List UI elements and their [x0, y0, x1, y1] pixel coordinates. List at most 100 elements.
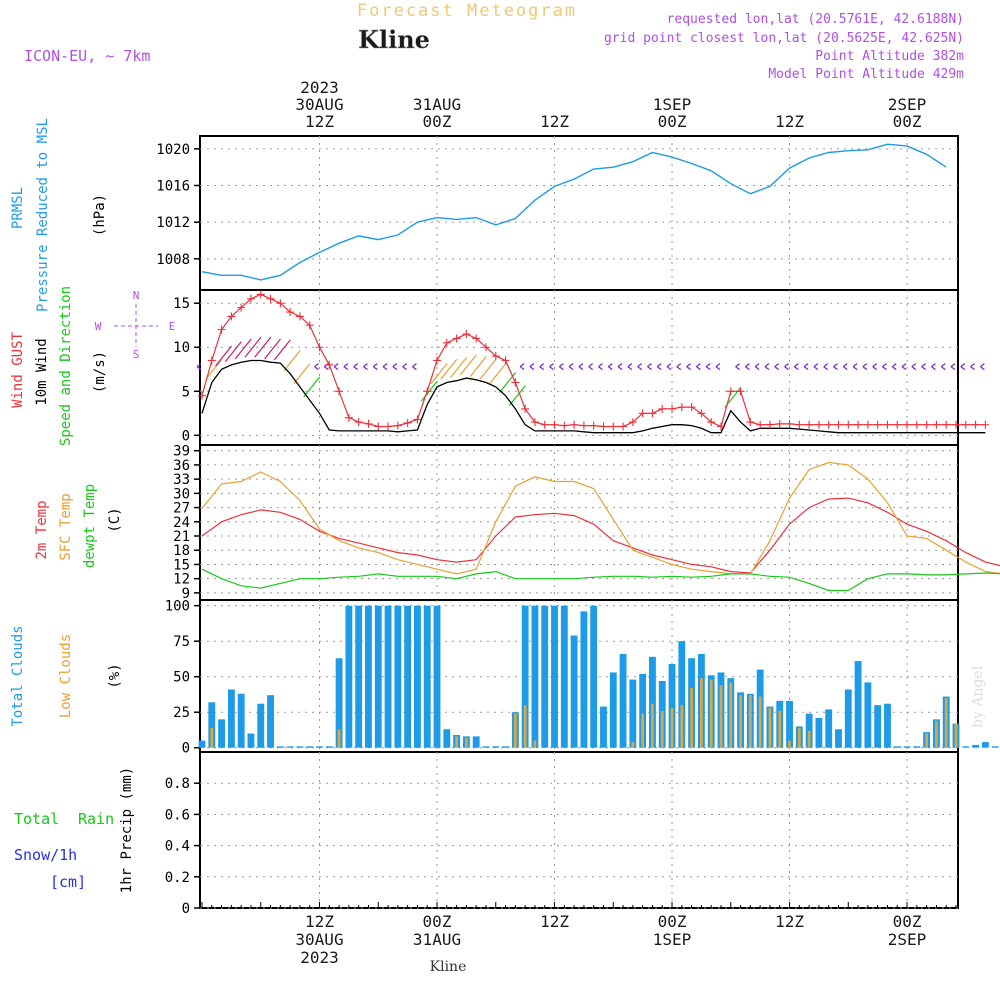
wind-ytick-label: 15: [173, 296, 190, 312]
clouds-panel: 0 25 50 75 100: [165, 599, 999, 757]
gust-marker: [403, 418, 412, 427]
pressure-side-labels: PRMSL Pressure Reduced to MSL (hPa): [10, 118, 108, 312]
t2m-label: 2m Temp: [34, 500, 50, 559]
wind-arrow: [921, 363, 927, 371]
cloud-unit: (%): [107, 663, 123, 688]
low-clouds-label: Low Clouds: [58, 634, 74, 718]
wind-arrow: [960, 363, 966, 371]
time-label-top: 00Z: [893, 112, 922, 131]
low-cloud-bar: [739, 695, 742, 748]
gust-marker: [873, 420, 882, 429]
wind-arrow: [353, 363, 359, 371]
total-cloud-bar: [374, 605, 382, 748]
clouds-ytick-label: 0: [182, 741, 190, 757]
wind-arrow: [813, 363, 819, 371]
total-cloud-bar: [404, 605, 412, 748]
total-cloud-bar: [218, 719, 226, 748]
wind-arrow: [283, 350, 301, 371]
gust-marker: [619, 422, 628, 431]
clouds-frame: [199, 599, 959, 753]
low-cloud-bar: [700, 678, 703, 748]
model-altitude: Model Point Altitude 429m: [768, 67, 964, 82]
pressure-label-1: PRMSL: [10, 187, 26, 229]
total-cloud-bar: [678, 641, 686, 748]
gust-marker: [697, 409, 706, 418]
total-cloud-bar: [619, 653, 627, 748]
time-label-top: 12Z: [305, 112, 334, 131]
wind-arrow: [539, 363, 545, 371]
wind-side-labels: Wind GUST 10m Wind Speed and Direction (…: [10, 286, 108, 446]
time-label-top: 12Z: [540, 112, 569, 131]
wind-arrow: [196, 363, 202, 371]
wind-arrow: [784, 363, 789, 371]
low-cloud-bar: [513, 713, 517, 748]
wind-arrow: [901, 363, 907, 371]
gust-marker: [707, 418, 716, 427]
wind-arrow: [372, 363, 378, 371]
total-cloud-bar: [531, 605, 539, 748]
gust-marker: [442, 338, 451, 347]
gust-marker: [648, 409, 657, 418]
total-cloud-bar: [521, 605, 529, 748]
total-cloud-bar: [384, 605, 392, 748]
pressure-ytick-label: 1012: [156, 215, 190, 231]
wind-arrow: [412, 363, 417, 371]
wind-arrow: [343, 363, 349, 371]
total-cloud-bar: [590, 605, 598, 748]
total-cloud-bar: [844, 689, 852, 748]
point-altitude: Point Altitude 382m: [815, 49, 964, 64]
total-cloud-bar: [991, 746, 999, 748]
gust-marker: [462, 330, 471, 339]
total-cloud-bar: [854, 661, 862, 748]
total-cloud-bar: [551, 605, 558, 748]
wind-unit: (m/s): [92, 351, 108, 393]
gust-marker: [237, 303, 246, 312]
total-cloud-bar: [394, 605, 402, 748]
low-cloud-bar: [210, 727, 214, 748]
wind-arrow: [637, 363, 643, 371]
total-cloud-bar: [609, 672, 617, 748]
wind-arrow: [774, 363, 780, 371]
total-cloud-bar: [903, 746, 911, 748]
total-cloud-bar: [893, 746, 901, 748]
total-cloud-bar: [414, 605, 421, 748]
gust-marker: [570, 420, 579, 429]
sfc-label: SFC Temp: [58, 493, 74, 560]
low-cloud-bar: [788, 740, 791, 748]
total-cloud-bar: [227, 689, 235, 748]
gust-marker: [834, 420, 843, 429]
wind-arrow: [333, 363, 339, 371]
requested-coords: requested lon,lat (20.5761E, 42.6188N): [667, 12, 964, 27]
gridpoint-coords: grid point closest lon,lat (20.5625E, 42…: [604, 31, 964, 46]
total-cloud-bar: [874, 705, 882, 748]
gust-marker: [286, 308, 295, 317]
time-label-bottom: 00Z: [658, 912, 687, 931]
total-cloud-bar: [864, 682, 872, 748]
low-cloud-bar: [758, 696, 762, 748]
wind-ytick-label: 10: [173, 340, 190, 356]
gust-marker: [207, 356, 216, 365]
gust-marker: [942, 420, 951, 429]
total-cloud-bar: [884, 703, 891, 748]
gust-marker: [198, 391, 206, 400]
low-cloud-bar: [660, 710, 664, 748]
total-cloud-bar: [365, 605, 372, 748]
gust-marker: [550, 420, 559, 429]
wind-ytick-label: 5: [182, 384, 190, 400]
gust-marker: [668, 404, 677, 413]
dew-label: dewpt Temp: [82, 484, 98, 568]
wind-arrow: [459, 354, 477, 376]
wind-arrow: [823, 363, 829, 371]
temperature-ytick-label: 15: [173, 557, 190, 573]
wind-arrow: [273, 339, 291, 361]
time-label-bottom: 12Z: [305, 912, 334, 931]
clouds-ytick-label: 25: [173, 705, 190, 721]
total-cloud-bar: [962, 746, 970, 748]
total-cloud-bar: [639, 673, 647, 748]
total-cloud-bar: [335, 658, 343, 748]
precip-side-labels: Total Rain Snow/1h [cm] 1hr Precip (mm): [14, 767, 135, 893]
wind-arrow: [568, 363, 574, 371]
time-label-bottom: 00Z: [423, 912, 452, 931]
